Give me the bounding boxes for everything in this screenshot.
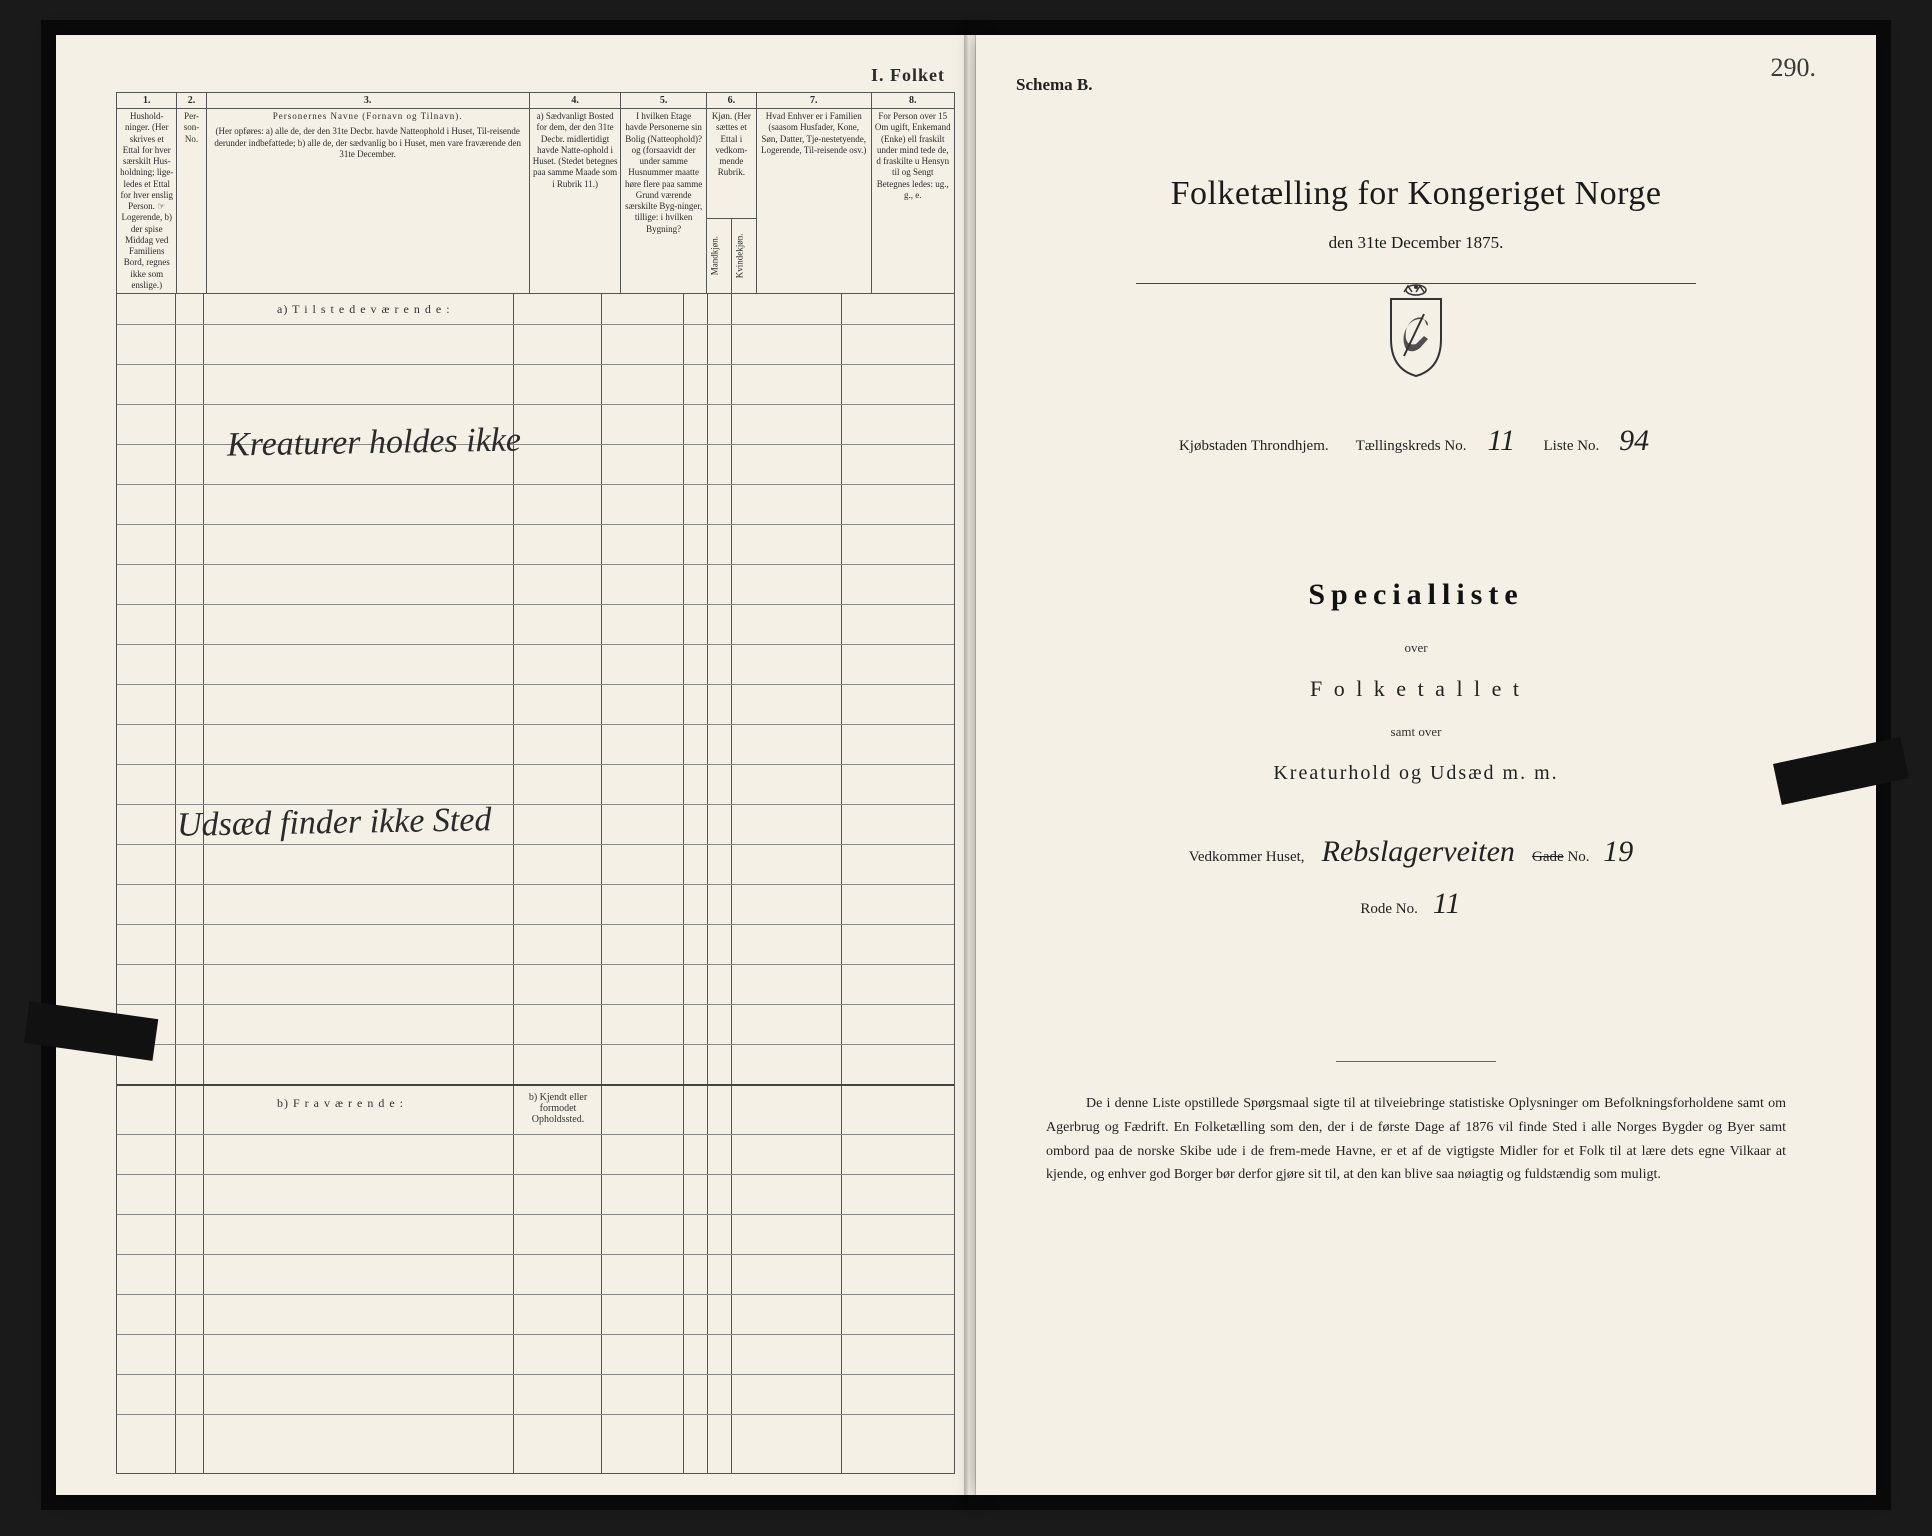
col1-num: 1. xyxy=(117,93,177,109)
kreaturhold-label: Kreaturhold og Udsæd m. m. xyxy=(1036,762,1796,785)
taellingskreds-value: 11 xyxy=(1476,424,1526,458)
schema-label: Schema B. xyxy=(1016,75,1796,95)
kjobstad-label: Kjøbstaden Throndhjem. xyxy=(1179,438,1329,454)
col3-sub: (Her opføres: a) alle de, der den 31te D… xyxy=(210,126,526,160)
col5-num: 5. xyxy=(621,93,706,109)
col1-header: Hushold- ninger. (Her skrives et Ettal f… xyxy=(117,109,177,294)
gade-handwritten: Rebslagerveiten xyxy=(1308,835,1528,869)
kjobstad-line: Kjøbstaden Throndhjem. Tællingskreds No.… xyxy=(1036,424,1796,458)
page-number: 290. xyxy=(1771,53,1817,83)
col5-header: I hvilken Etage havde Personerne sin Bol… xyxy=(621,109,706,294)
liste-value: 94 xyxy=(1609,424,1659,458)
title-date: den 31te December 1875. xyxy=(1036,233,1796,253)
gade-no-label: No. xyxy=(1567,849,1589,865)
col3-num: 3. xyxy=(206,93,529,109)
col2-header: Per- son- No. xyxy=(177,109,206,294)
coat-of-arms-icon xyxy=(1036,284,1796,384)
right-page: 290. Schema B. Folketælling for Kongerig… xyxy=(976,35,1876,1495)
census-body-area: a) T i l s t e d e v æ r e n d e : b) F … xyxy=(116,294,955,1474)
col8-header: For Person over 15 Om ugift, Enkemand (E… xyxy=(871,109,954,294)
section-a-label: a) T i l s t e d e v æ r e n d e : xyxy=(277,302,451,317)
col7-header: Hvad Enhver er i Familien (saasom Husfad… xyxy=(756,109,871,294)
footer-rule xyxy=(1336,1061,1496,1062)
section-b-sublabel: b) Kjendt eller formodet Opholdssted. xyxy=(515,1092,601,1125)
open-book: I. Folket 1. 2. 3. 4. 5. 6. 7. 8. Hushol… xyxy=(41,20,1891,1510)
rode-line: Rode No. 11 xyxy=(1036,887,1796,921)
handwriting-kreaturer: Kreaturer holdes ikke xyxy=(227,421,522,464)
left-page-heading: I. Folket xyxy=(116,65,955,86)
liste-label: Liste No. xyxy=(1543,438,1599,454)
census-header-table: 1. 2. 3. 4. 5. 6. 7. 8. Hushold- ninger.… xyxy=(116,92,955,294)
col3-title: Personernes Navne (Fornavn og Tilnavn). xyxy=(210,111,526,122)
book-spine xyxy=(964,20,968,1510)
folketallet-label: F o l k e t a l l e t xyxy=(1036,676,1796,702)
col2-num: 2. xyxy=(177,93,206,109)
col6-male: Mandkjøn. xyxy=(706,218,731,293)
footer-paragraph: De i denne Liste opstillede Spørgsmaal s… xyxy=(1036,1092,1796,1187)
rode-value: 11 xyxy=(1422,887,1472,921)
col3-header: Personernes Navne (Fornavn og Tilnavn). … xyxy=(206,109,529,294)
gade-no-value: 19 xyxy=(1593,835,1643,869)
col4-num: 4. xyxy=(529,93,621,109)
col6-header: Kjøn. (Her sættes et Ettal i vedkom-mend… xyxy=(706,109,756,219)
specialliste-title: Specialliste xyxy=(1036,578,1796,612)
taellingskreds-label: Tællingskreds No. xyxy=(1356,438,1467,454)
samt-over-label: samt over xyxy=(1036,724,1796,740)
section-b-label: b) F r a v æ r e n d e : xyxy=(277,1096,404,1111)
col7-num: 7. xyxy=(756,93,871,109)
rode-label: Rode No. xyxy=(1360,901,1418,917)
col6-female: Kvindekjøn. xyxy=(731,218,756,293)
vedkommer-line: Vedkommer Huset, Rebslagerveiten Gade No… xyxy=(1036,835,1796,869)
vedkommer-label: Vedkommer Huset, xyxy=(1189,849,1305,865)
handwriting-udsaed: Udsæd finder ikke Sted xyxy=(177,801,492,844)
title-main: Folketælling for Kongeriget Norge xyxy=(1036,175,1796,213)
col6-num: 6. xyxy=(706,93,756,109)
over-label-1: over xyxy=(1036,640,1796,656)
gade-crossed: Gade xyxy=(1532,849,1564,865)
col4-header: a) Sædvanligt Bosted for dem, der den 31… xyxy=(529,109,621,294)
col8-num: 8. xyxy=(871,93,954,109)
left-page: I. Folket 1. 2. 3. 4. 5. 6. 7. 8. Hushol… xyxy=(56,35,976,1495)
